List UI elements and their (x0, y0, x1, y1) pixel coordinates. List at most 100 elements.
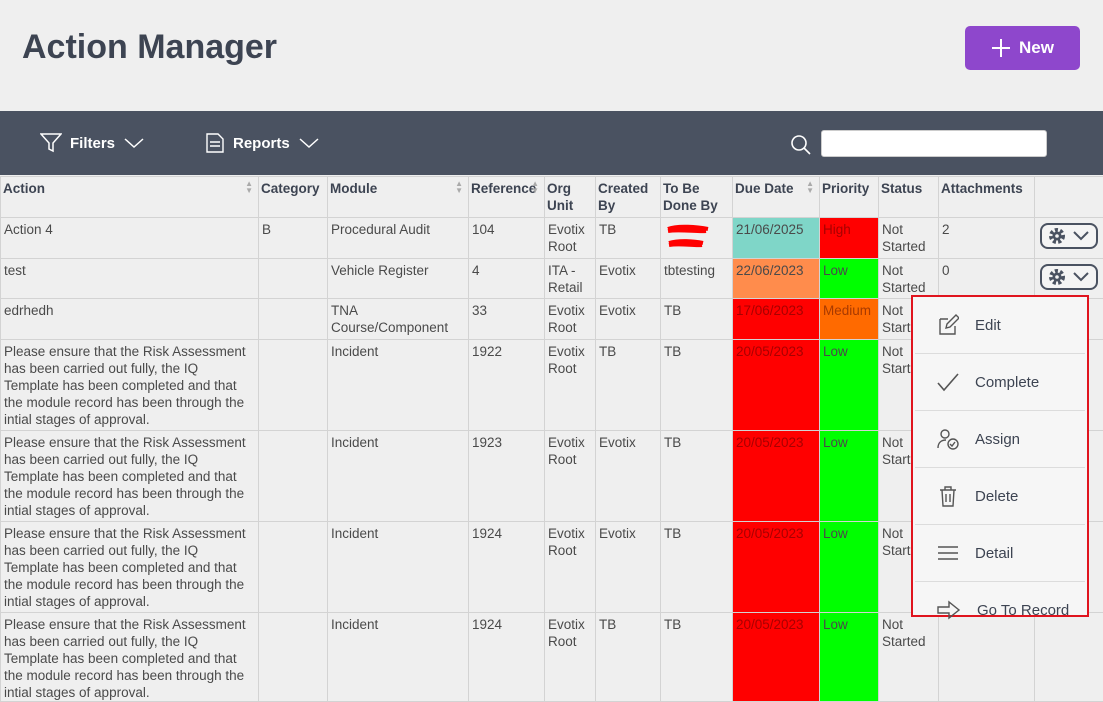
table-cell (259, 299, 328, 340)
table-cell: Incident (328, 522, 469, 613)
table-cell: Evotix Root (545, 299, 596, 340)
table-cell: 1923 (469, 431, 545, 522)
column-header-label: To Be Done By (663, 181, 718, 213)
column-header-label: Due Date (735, 181, 794, 196)
table-cell: TNA Course/Component (328, 299, 469, 340)
table-cell: Low (820, 431, 879, 522)
table-cell: Action 4 (1, 218, 259, 259)
chevron (123, 137, 145, 149)
table-cell: Medium (820, 299, 879, 340)
new-label: New (1019, 38, 1054, 58)
column-header[interactable]: Module ▲▼ (328, 177, 469, 218)
chevron (1072, 271, 1090, 283)
menu-label: Assign (975, 431, 1020, 448)
new-button[interactable]: New (965, 26, 1080, 70)
column-header[interactable]: Action▲▼ (1, 177, 259, 218)
table-cell: 22/06/2023 (733, 259, 820, 299)
table-cell: 0 (939, 259, 1035, 299)
chevron (298, 137, 320, 149)
menu-label: Edit (975, 317, 1001, 334)
table-cell: Please ensure that the Risk Assessment h… (1, 613, 259, 702)
column-header[interactable]: Reference▲▼ (469, 177, 545, 218)
column-header: Attachments (939, 177, 1035, 218)
menu-item[interactable]: Delete (915, 468, 1085, 525)
table-cell: TB (661, 522, 733, 613)
table-cell: 2 (939, 218, 1035, 259)
table-cell: TB (596, 340, 661, 431)
search-icon (790, 134, 812, 156)
table-cell: Evotix Root (545, 340, 596, 431)
table-cell: TB (596, 218, 661, 259)
gear-icon (1048, 268, 1066, 286)
menu-item[interactable]: Complete (915, 354, 1085, 411)
column-header-label: Created By (598, 181, 648, 213)
chevron (1072, 230, 1090, 242)
search-input[interactable] (821, 130, 1047, 157)
menu-item[interactable]: Go To Record (915, 582, 1085, 638)
table-cell: Evotix Root (545, 431, 596, 522)
sort-icon: ▲▼ (806, 180, 814, 194)
table-cell: Evotix Root (545, 218, 596, 259)
sort-icon: ▲▼ (455, 180, 463, 194)
check-icon (937, 371, 959, 393)
table-cell: 17/06/2023 (733, 299, 820, 340)
table-cell: Low (820, 522, 879, 613)
row-actions-button[interactable] (1040, 223, 1098, 249)
filters-label: Filters (70, 135, 115, 152)
table-cell: TB (661, 613, 733, 702)
menu-item[interactable]: Assign (915, 411, 1085, 468)
table-cell: 1922 (469, 340, 545, 431)
column-header: Status (879, 177, 939, 218)
page-title: Action Manager (22, 28, 277, 67)
column-header-label: Category (261, 181, 320, 196)
table-cell (259, 431, 328, 522)
table-cell: Low (820, 340, 879, 431)
table-cell: Evotix (596, 431, 661, 522)
table-cell: Procedural Audit (328, 218, 469, 259)
menu-label: Complete (975, 374, 1039, 391)
column-header: To Be Done By (661, 177, 733, 218)
column-header-label: Action (3, 181, 45, 196)
table-cell: TB (596, 613, 661, 702)
column-header[interactable]: Due Date ▲▼ (733, 177, 820, 218)
reports-menu[interactable]: Reports (205, 111, 320, 175)
table-cell: B (259, 218, 328, 259)
menu-label: Delete (975, 488, 1018, 505)
report-icon (205, 133, 225, 153)
filters-menu[interactable]: Filters (40, 111, 145, 175)
toolbar: Filters Reports (0, 111, 1103, 175)
table-cell: Incident (328, 613, 469, 702)
table-cell: Evotix Root (545, 522, 596, 613)
page: Action Manager New Filters Reports Actio… (0, 0, 1103, 622)
column-header-label: Status (881, 181, 922, 196)
menu-item[interactable]: Edit (915, 297, 1085, 354)
edit-icon (937, 314, 959, 336)
column-header-label: Priority (822, 181, 869, 196)
table-cell: Not Started (879, 218, 939, 259)
row-actions-button[interactable] (1040, 264, 1098, 290)
menu-label: Detail (975, 545, 1013, 562)
table-cell: High (820, 218, 879, 259)
action-menu: Edit Complete Assign Delete Detail Go To… (911, 295, 1089, 617)
table-cell: Low (820, 259, 879, 299)
table-cell: Incident (328, 340, 469, 431)
list-icon (937, 542, 959, 564)
table-cell: edrhedh (1, 299, 259, 340)
table-cell: 104 (469, 218, 545, 259)
table-cell (259, 522, 328, 613)
table-cell: ITA - Retail (545, 259, 596, 299)
table-cell: tbtesting (661, 259, 733, 299)
filter-icon (40, 133, 62, 153)
table-cell: Please ensure that the Risk Assessment h… (1, 522, 259, 613)
column-header-label: Module (330, 181, 377, 196)
table-cell: test (1, 259, 259, 299)
table-cell: Low (820, 613, 879, 702)
table-cell: 20/05/2023 (733, 522, 820, 613)
table-cell: Incident (328, 431, 469, 522)
menu-item[interactable]: Detail (915, 525, 1085, 582)
menu-label: Go To Record (977, 602, 1069, 619)
sort-icon: ▲▼ (531, 180, 539, 194)
